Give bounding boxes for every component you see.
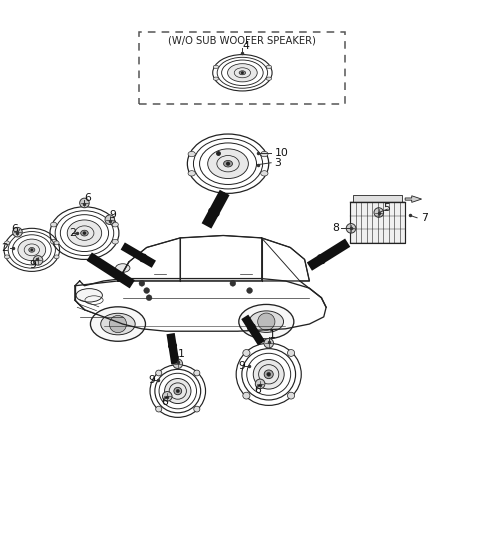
Ellipse shape	[264, 370, 273, 379]
Ellipse shape	[18, 239, 46, 260]
Text: 4: 4	[242, 41, 249, 51]
Text: 6: 6	[84, 193, 91, 203]
Ellipse shape	[213, 77, 218, 80]
Text: 8: 8	[332, 223, 339, 233]
Ellipse shape	[266, 77, 272, 80]
Ellipse shape	[253, 359, 284, 389]
Text: 9: 9	[148, 375, 155, 385]
Text: 3: 3	[275, 158, 281, 168]
Ellipse shape	[261, 151, 268, 157]
Circle shape	[247, 288, 252, 293]
Circle shape	[162, 392, 172, 401]
Text: 6: 6	[161, 397, 168, 407]
Ellipse shape	[50, 222, 57, 227]
Circle shape	[267, 372, 271, 376]
Ellipse shape	[54, 255, 59, 259]
Ellipse shape	[81, 230, 88, 236]
Circle shape	[255, 379, 265, 388]
Circle shape	[258, 313, 275, 330]
Text: 9: 9	[239, 360, 245, 371]
Ellipse shape	[188, 171, 195, 176]
Circle shape	[374, 208, 384, 217]
Text: 5: 5	[384, 203, 390, 213]
Ellipse shape	[4, 255, 10, 259]
Circle shape	[144, 288, 150, 293]
Ellipse shape	[239, 71, 246, 75]
Ellipse shape	[156, 370, 162, 376]
Text: 6: 6	[254, 385, 261, 395]
Ellipse shape	[249, 311, 284, 332]
Circle shape	[80, 198, 89, 208]
Text: (W/O SUB WOOFER SPEAKER): (W/O SUB WOOFER SPEAKER)	[168, 36, 316, 45]
Ellipse shape	[228, 63, 257, 82]
Ellipse shape	[112, 222, 118, 227]
Bar	[350, 202, 405, 243]
Ellipse shape	[208, 149, 248, 179]
Bar	[140, 32, 345, 104]
Ellipse shape	[4, 241, 10, 245]
Ellipse shape	[213, 65, 218, 68]
Circle shape	[264, 338, 274, 348]
Circle shape	[176, 390, 180, 393]
Circle shape	[12, 228, 22, 237]
Text: 2: 2	[1, 243, 9, 253]
Bar	[353, 195, 402, 202]
Ellipse shape	[112, 239, 118, 244]
Ellipse shape	[174, 387, 181, 395]
Ellipse shape	[224, 160, 232, 167]
Ellipse shape	[90, 307, 145, 341]
Ellipse shape	[194, 370, 200, 376]
Text: 9: 9	[110, 210, 117, 220]
Ellipse shape	[67, 220, 102, 246]
Text: 7: 7	[421, 213, 428, 223]
Ellipse shape	[156, 406, 162, 412]
Circle shape	[230, 280, 236, 286]
Ellipse shape	[29, 247, 35, 252]
Ellipse shape	[50, 239, 57, 244]
Ellipse shape	[116, 264, 130, 272]
Ellipse shape	[76, 288, 102, 302]
Ellipse shape	[261, 171, 268, 176]
Ellipse shape	[194, 406, 200, 412]
Circle shape	[105, 215, 115, 224]
Text: 9: 9	[29, 260, 36, 270]
Circle shape	[30, 249, 33, 251]
Text: 1: 1	[269, 330, 276, 340]
Ellipse shape	[266, 65, 272, 68]
Circle shape	[109, 315, 127, 332]
Circle shape	[226, 162, 230, 166]
Circle shape	[173, 359, 182, 369]
Ellipse shape	[101, 313, 135, 335]
Circle shape	[146, 295, 152, 301]
Ellipse shape	[239, 305, 294, 339]
Ellipse shape	[243, 350, 250, 356]
Text: 10: 10	[275, 148, 288, 158]
Ellipse shape	[288, 350, 295, 356]
Circle shape	[33, 256, 43, 265]
Ellipse shape	[288, 392, 295, 399]
FancyArrow shape	[405, 196, 421, 202]
Ellipse shape	[54, 241, 59, 245]
Text: 6: 6	[11, 224, 18, 234]
Circle shape	[139, 280, 145, 286]
Ellipse shape	[165, 379, 191, 404]
Text: 2: 2	[69, 228, 76, 238]
Circle shape	[83, 231, 86, 235]
Circle shape	[241, 72, 244, 74]
Circle shape	[346, 223, 356, 233]
Text: 1: 1	[178, 349, 185, 359]
Ellipse shape	[243, 392, 250, 399]
Ellipse shape	[188, 151, 195, 157]
